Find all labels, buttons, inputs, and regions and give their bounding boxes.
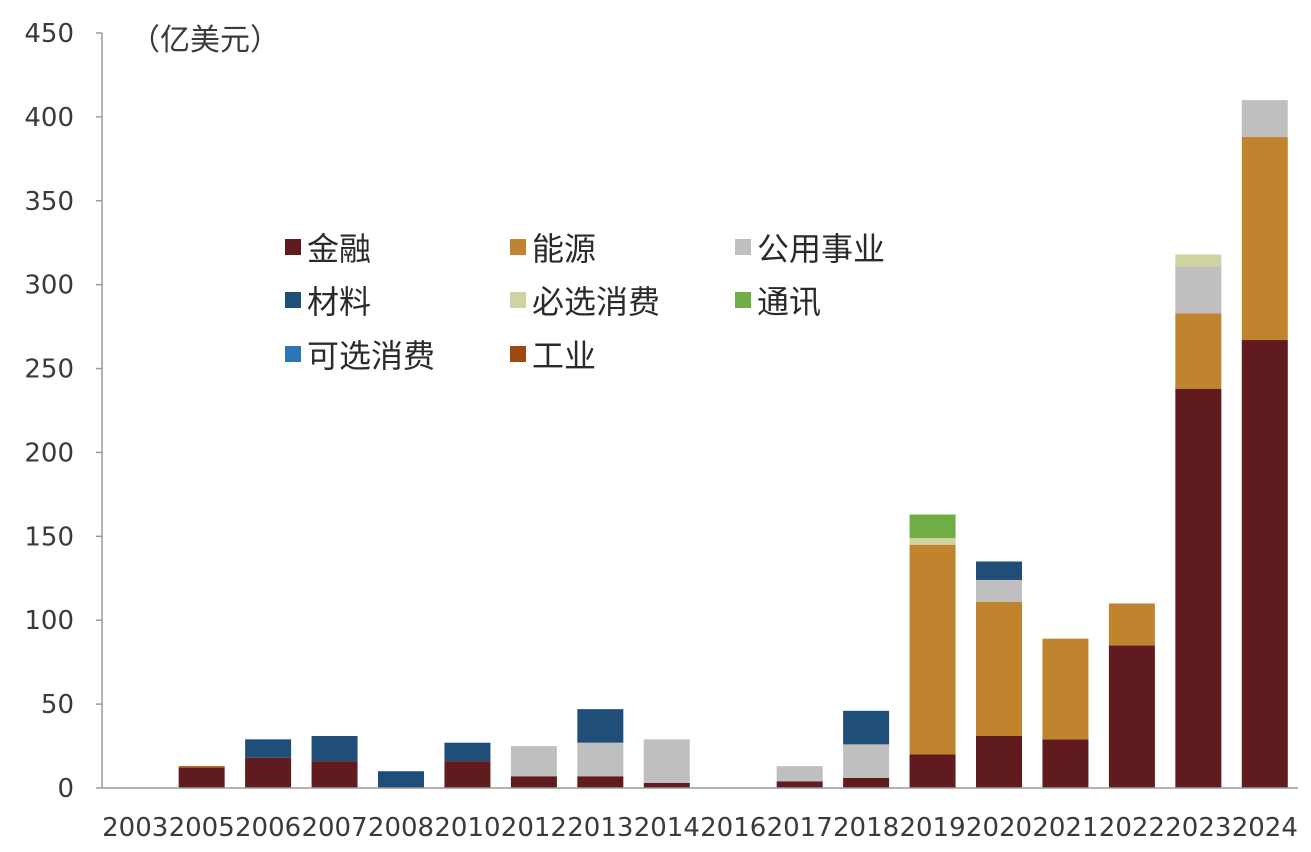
- bar-segment: [1175, 388, 1222, 788]
- bar-segment: [909, 514, 956, 539]
- x-tick-label: 2013: [567, 813, 633, 843]
- x-tick-label: 2016: [700, 813, 766, 843]
- x-tick-label: 2021: [1032, 813, 1098, 843]
- legend-label: 工业: [532, 337, 596, 375]
- x-tick-label: 2019: [899, 813, 965, 843]
- y-tick-label: 100: [24, 606, 74, 636]
- bar-segment: [311, 761, 358, 788]
- y-tick-label: 350: [24, 187, 74, 217]
- bar-segment: [577, 742, 624, 777]
- bar-segment: [843, 744, 890, 778]
- x-tick-label: 2024: [1232, 813, 1298, 843]
- bar-segment: [577, 776, 624, 788]
- x-tick-label: 2006: [235, 813, 301, 843]
- legend-swatch: [735, 292, 751, 308]
- legend-label: 必选消费: [532, 283, 660, 321]
- bar-segment: [976, 735, 1022, 788]
- x-tick-label: 2022: [1099, 813, 1165, 843]
- y-tick-label: 200: [24, 438, 74, 468]
- y-axis: 0 50 100 150 200 250 300 350 400 450: [24, 19, 103, 804]
- bar-segment: [643, 782, 690, 788]
- bar-segment: [1175, 313, 1222, 389]
- bar-segment: [577, 709, 624, 743]
- bar-segment: [843, 777, 890, 788]
- bar-segment: [178, 767, 225, 788]
- bar-segment: [1175, 254, 1222, 267]
- legend-label: 通讯: [757, 283, 821, 321]
- bar-segment: [909, 754, 956, 788]
- y-tick-label: 400: [24, 103, 74, 133]
- legend-swatch: [510, 239, 526, 255]
- bar-segment: [178, 766, 225, 768]
- y-tick-label: 450: [24, 19, 74, 49]
- bar-segment: [843, 710, 890, 745]
- x-tick-label: 2014: [634, 813, 700, 843]
- bar-segment: [245, 739, 292, 758]
- bar-segment: [245, 757, 292, 788]
- y-tick-label: 250: [24, 355, 74, 385]
- bar-segment: [643, 739, 690, 783]
- bar-segment: [976, 601, 1022, 736]
- legend-label: 材料: [307, 283, 371, 321]
- bar-segment: [1241, 340, 1288, 788]
- x-tick-label: 2018: [833, 813, 899, 843]
- legend-label: 公用事业: [757, 230, 885, 268]
- x-tick-label: 2023: [1165, 813, 1231, 843]
- bar-segment: [444, 761, 491, 788]
- legend-label: 可选消费: [307, 337, 435, 375]
- unit-label: （亿美元）: [130, 23, 280, 58]
- bar-segment: [1241, 137, 1288, 341]
- legend-label: 能源: [532, 230, 596, 268]
- legend-swatch: [285, 346, 301, 362]
- bar-segment: [1241, 100, 1288, 138]
- bar-segment: [1108, 645, 1155, 788]
- legend-swatch: [510, 292, 526, 308]
- legend-swatch: [285, 292, 301, 308]
- bar-segment: [1175, 266, 1222, 314]
- x-tick-label: 2008: [368, 813, 434, 843]
- x-tick-label: 2010: [434, 813, 500, 843]
- bar-segment: [510, 776, 557, 788]
- bar-segment: [776, 766, 823, 782]
- legend-swatch: [285, 239, 301, 255]
- x-axis: 2003 2005 2006 2007 2008 2010 2012 2013 2014 2016…: [102, 787, 1298, 843]
- x-tick-label: 2012: [501, 813, 567, 843]
- bar-segment: [444, 742, 491, 762]
- x-tick-label: 2017: [767, 813, 833, 843]
- legend-swatch: [510, 346, 526, 362]
- x-tick-label: 2005: [169, 813, 235, 843]
- x-tick-label: 2003: [102, 813, 168, 843]
- x-tick-label: 2007: [301, 813, 367, 843]
- bar-segment: [311, 735, 358, 762]
- x-tick-label: 2020: [966, 813, 1032, 843]
- legend-swatch: [735, 239, 751, 255]
- y-tick-label: 300: [24, 271, 74, 301]
- bar-segment: [378, 771, 424, 788]
- bar-segment: [510, 746, 557, 777]
- bar-segment: [1042, 638, 1089, 740]
- y-tick-label: 0: [57, 774, 74, 804]
- bar-segment: [976, 561, 1022, 580]
- bar-segment: [909, 538, 956, 545]
- y-tick-label: 50: [41, 690, 74, 720]
- bar-segment: [1042, 739, 1089, 788]
- bars: [178, 100, 1288, 788]
- bar-segment: [776, 781, 823, 788]
- legend-label: 金融: [307, 230, 371, 268]
- bar-segment: [909, 544, 956, 755]
- bar-segment: [976, 579, 1022, 602]
- y-tick-label: 150: [24, 522, 74, 552]
- bar-segment: [1108, 603, 1155, 646]
